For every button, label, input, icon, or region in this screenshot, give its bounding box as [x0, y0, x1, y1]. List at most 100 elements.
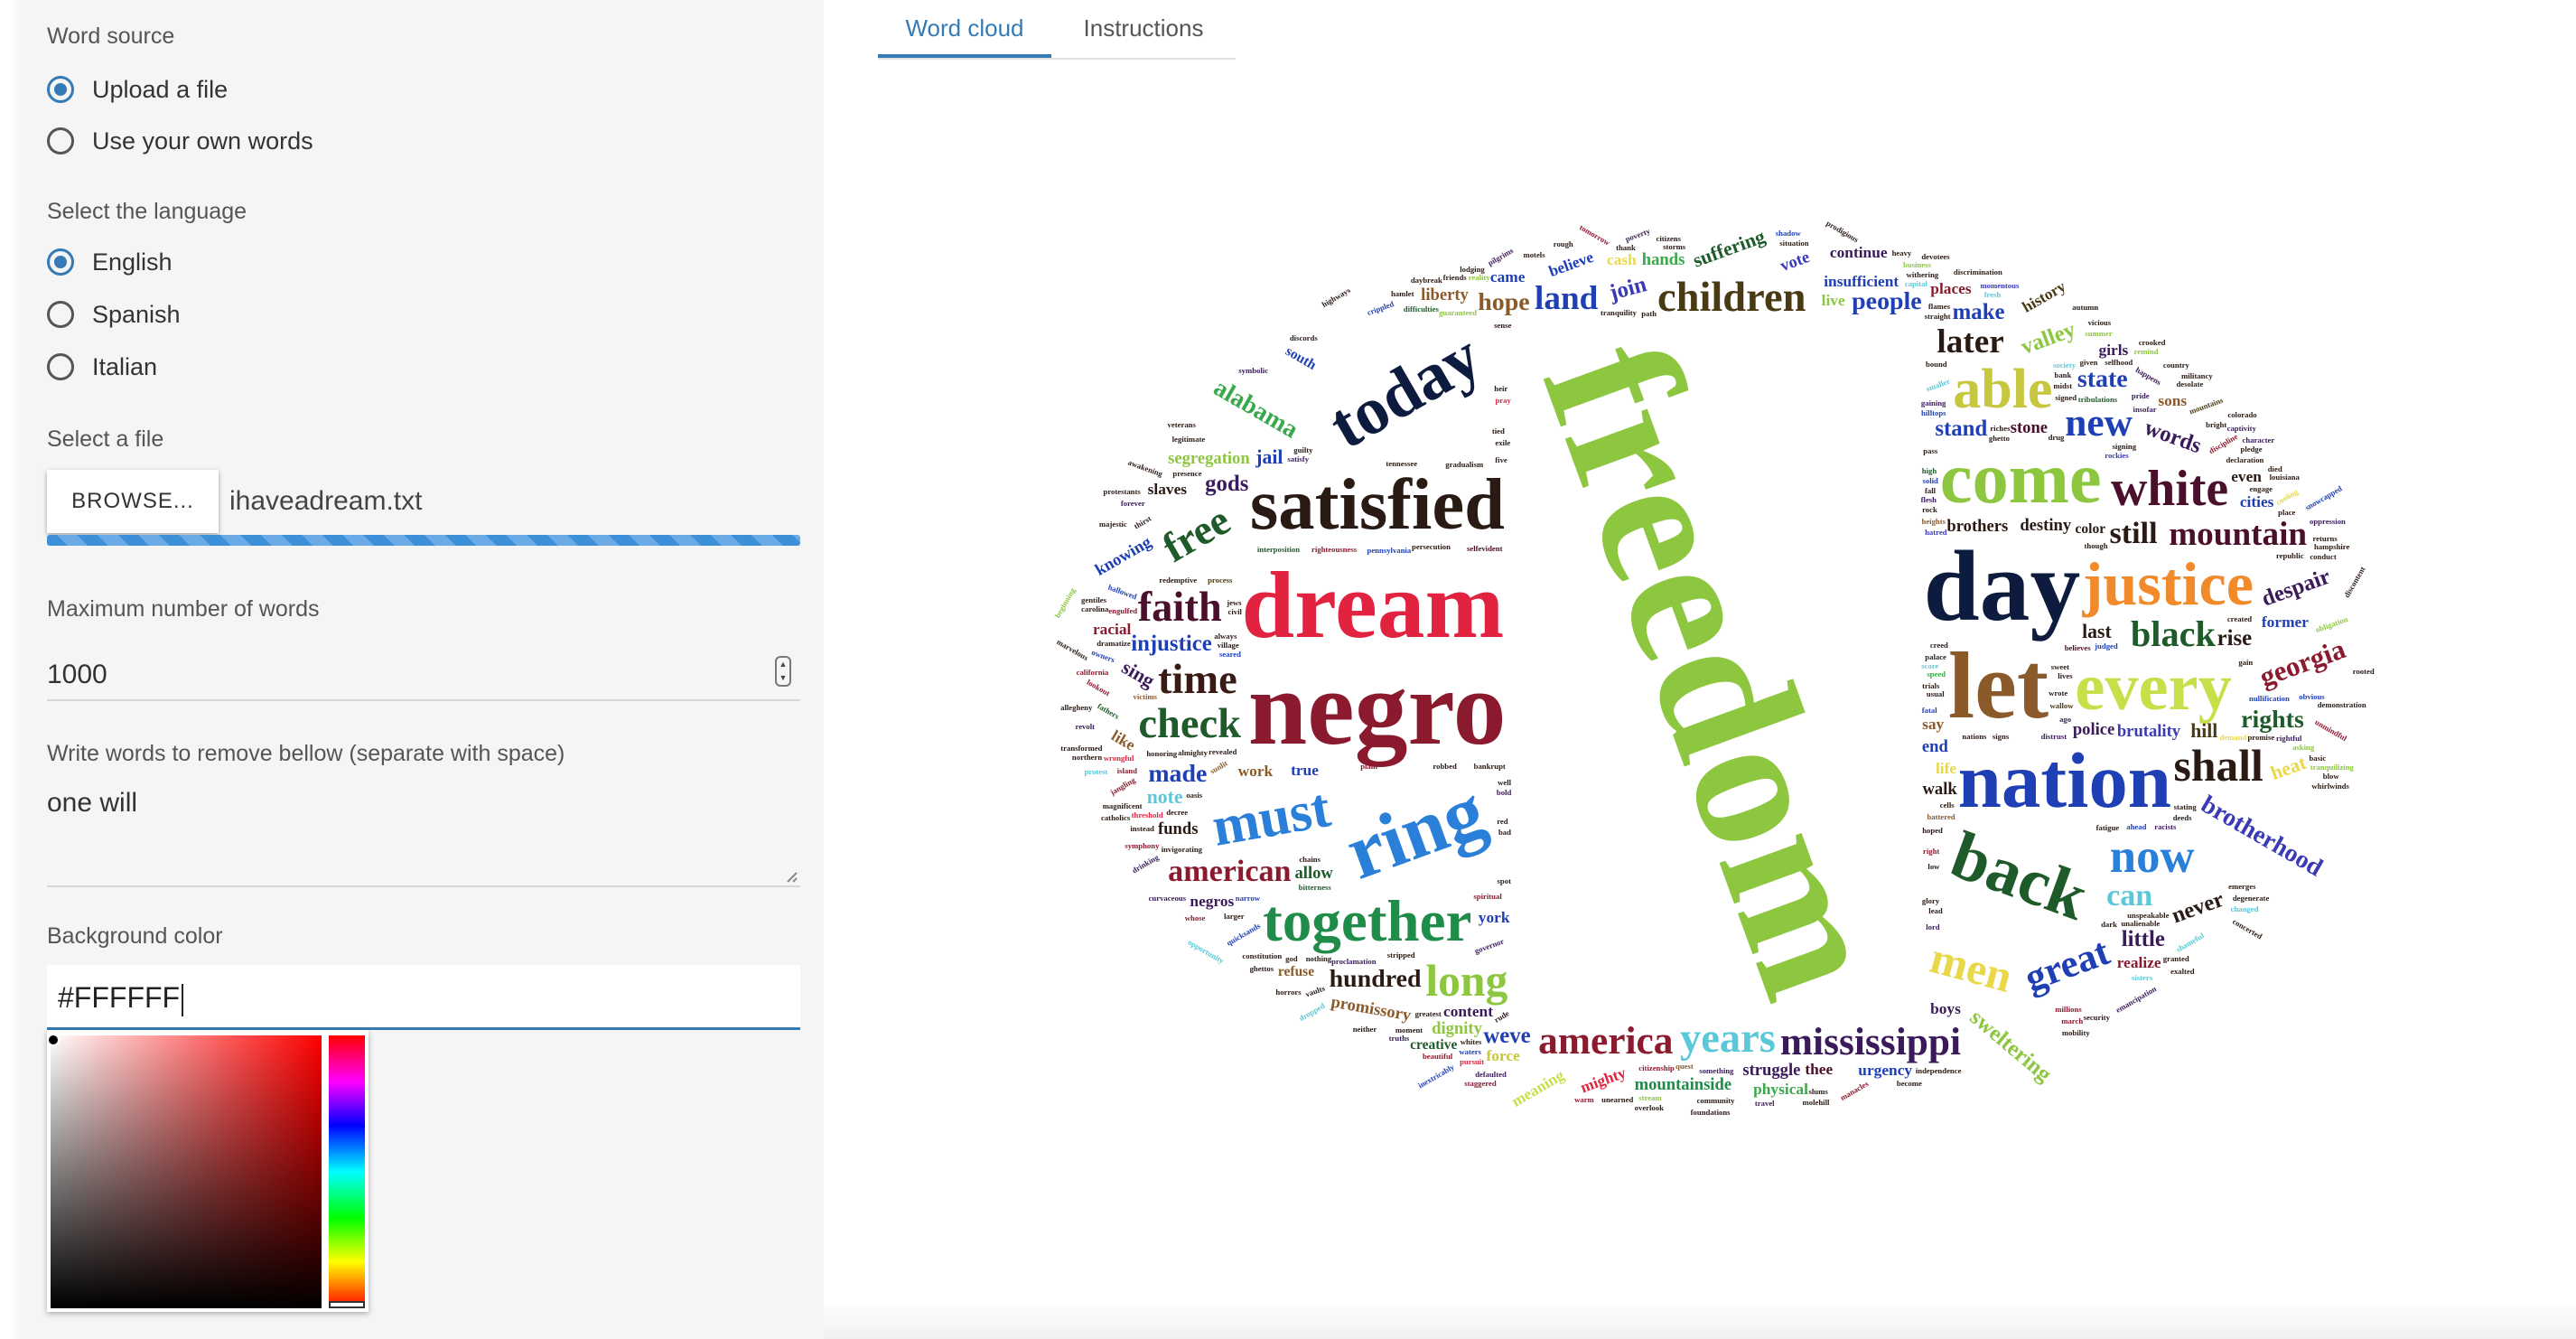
- cloud-word: transformed: [1060, 744, 1103, 754]
- radio-italian[interactable]: Italian: [47, 347, 157, 387]
- tab-word-cloud[interactable]: Word cloud: [905, 14, 1024, 42]
- radio-label: Italian: [92, 352, 158, 380]
- cloud-word: pride: [2131, 390, 2150, 400]
- cloud-word: free: [1155, 497, 1238, 573]
- cloud-word: something: [1699, 1066, 1734, 1076]
- cloud-word: difficulties: [1403, 304, 1439, 314]
- cloud-word: realize: [2116, 954, 2161, 972]
- cloud-word: life: [1935, 760, 1957, 778]
- cloud-word: words: [2141, 416, 2205, 459]
- cloud-word: rock: [1922, 505, 1937, 515]
- cloud-word: rights: [2241, 705, 2304, 734]
- spinner-up-icon[interactable]: ▲: [779, 660, 788, 669]
- cloud-word: independence: [1915, 1066, 1962, 1076]
- cloud-word: racists: [2154, 821, 2177, 831]
- browse-button[interactable]: BROWSE...: [47, 470, 219, 533]
- language-label: Select the language: [47, 199, 247, 224]
- cloud-word: hope: [1478, 287, 1530, 316]
- cloud-word: quest: [1675, 1061, 1694, 1071]
- radio-unselected-icon[interactable]: [47, 301, 74, 328]
- cloud-word: later: [1937, 323, 2004, 360]
- cloud-word: awakening: [1126, 457, 1164, 479]
- cloud-word: remind: [2133, 347, 2159, 356]
- hue-slider-handle[interactable]: [329, 1301, 365, 1308]
- cloud-word: fresh: [1983, 290, 2002, 300]
- selected-file-name: ihaveadream.txt: [229, 486, 423, 516]
- radio-spanish[interactable]: Spanish: [47, 295, 181, 334]
- cloud-word: came: [1489, 268, 1526, 286]
- cloud-word: unmindful: [2312, 716, 2348, 743]
- cloud-word: mighty: [1578, 1063, 1629, 1097]
- cloud-word: weve: [1483, 1023, 1531, 1048]
- cloud-word: years: [1680, 1016, 1776, 1063]
- cloud-word: palace: [1925, 651, 1946, 661]
- radio-label: Upload a file: [92, 75, 229, 103]
- cloud-word: stating: [2173, 801, 2197, 811]
- word-source-label: Word source: [47, 23, 175, 49]
- color-saturation-area[interactable]: [47, 1034, 322, 1308]
- cloud-word: flames: [1927, 301, 1950, 311]
- select-file-label: Select a file: [47, 426, 164, 452]
- cloud-word: rooted: [2352, 667, 2375, 677]
- cloud-word: god: [1285, 954, 1298, 964]
- cloud-word: check: [1138, 700, 1241, 747]
- remove-words-textarea[interactable]: one will: [47, 788, 800, 887]
- cloud-word: shameful: [2174, 931, 2206, 954]
- cloud-word: daybreak: [1410, 276, 1442, 286]
- cloud-word: rockies: [2105, 450, 2129, 460]
- radio-unselected-icon[interactable]: [47, 353, 74, 380]
- cloud-word: happens: [2134, 365, 2163, 388]
- cloud-word: insufficient: [1824, 272, 1899, 290]
- cloud-word: almighty: [1178, 748, 1208, 758]
- cloud-word: revealed: [1209, 746, 1237, 756]
- saturation-handle[interactable]: [47, 1034, 60, 1046]
- cloud-word: invigorating: [1161, 844, 1202, 854]
- radio-selected-icon[interactable]: [47, 248, 74, 276]
- hue-slider[interactable]: [329, 1035, 365, 1308]
- cloud-word: veterans: [1167, 419, 1196, 429]
- cloud-word: sons: [2158, 391, 2188, 409]
- spinner-down-icon[interactable]: ▼: [779, 673, 788, 682]
- cloud-word: back: [1942, 818, 2097, 935]
- max-words-input[interactable]: [47, 651, 800, 701]
- radio-english[interactable]: English: [47, 242, 173, 282]
- cloud-word: demand: [2219, 733, 2247, 743]
- cloud-word: able: [1953, 358, 2053, 420]
- cloud-word: alabama: [1208, 373, 1303, 445]
- cloud-word: insofar: [2133, 404, 2157, 414]
- cloud-word: black: [2130, 613, 2216, 655]
- cloud-word: allegheny: [1060, 703, 1093, 713]
- radio-use-own-words[interactable]: Use your own words: [47, 121, 313, 161]
- cloud-word: molehill: [1802, 1097, 1830, 1107]
- color-picker-popup: [47, 1030, 369, 1312]
- cloud-word: little: [2121, 926, 2165, 951]
- cloud-word: dignity: [1432, 1019, 1482, 1039]
- number-spinner-icon[interactable]: ▲ ▼: [775, 656, 791, 687]
- cloud-word: drinking: [1130, 852, 1160, 876]
- cloud-word: history: [2020, 277, 2069, 316]
- cloud-word: whose: [1184, 913, 1206, 922]
- cloud-word: cooling: [2273, 486, 2300, 507]
- cloud-word: bad: [1498, 827, 1511, 837]
- cloud-word: believe: [1546, 248, 1596, 281]
- background-color-label: Background color: [47, 923, 223, 949]
- radio-unselected-icon[interactable]: [47, 127, 74, 154]
- cloud-word: march: [2061, 1016, 2084, 1025]
- cloud-word: moment: [1395, 1025, 1423, 1035]
- cloud-word: destiny: [2020, 516, 2072, 536]
- cloud-word: lord: [1926, 922, 1940, 932]
- resize-grip-icon[interactable]: [784, 869, 798, 884]
- cloud-word: crooked: [2138, 337, 2166, 347]
- cloud-word: former: [2261, 613, 2309, 631]
- tab-instructions[interactable]: Instructions: [1083, 14, 1204, 42]
- background-color-input[interactable]: #FFFFFF: [47, 965, 800, 1030]
- cloud-word: pennsylvania: [1367, 545, 1412, 555]
- cloud-word: withering: [1906, 270, 1939, 280]
- cloud-word: lead: [1928, 906, 1943, 916]
- radio-upload-file[interactable]: Upload a file: [47, 70, 228, 109]
- cloud-word: rightful: [2275, 734, 2302, 744]
- cloud-word: village: [1217, 640, 1239, 650]
- cloud-word: heir: [1494, 383, 1508, 393]
- cloud-word: character: [2242, 435, 2275, 445]
- radio-selected-icon[interactable]: [47, 76, 74, 103]
